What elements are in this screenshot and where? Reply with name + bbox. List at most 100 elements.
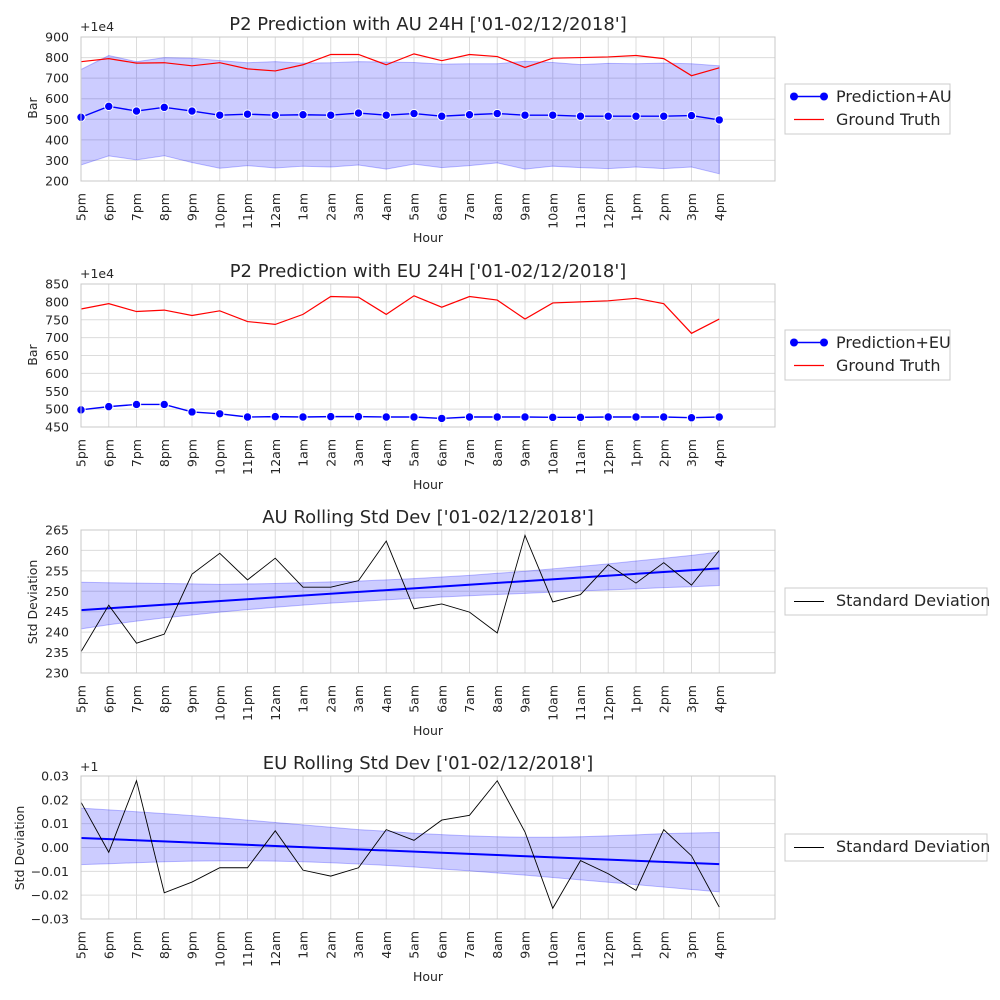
legend-label: Prediction+EU [836,333,951,352]
confidence-band [80,807,720,893]
series-line [80,295,720,335]
data-point [270,411,280,422]
legend-label: Ground Truth [836,110,941,129]
data-point [714,115,724,125]
x-tick-label: 11am [573,931,588,967]
x-tick-label: 10pm [212,931,227,967]
y-tick-label: 800 [45,50,69,65]
data-point [464,412,475,422]
data-point [520,412,530,422]
panel-eu-prediction: P2 Prediction with EU 24H ['01-02/12/201… [25,261,951,492]
x-tick-label: 4am [379,931,394,959]
data-point [603,111,613,121]
x-tick-label: 5pm [74,439,89,467]
legend-marker [790,338,798,347]
data-point [326,110,336,120]
x-tick-label: 7am [462,193,477,221]
x-axis-label: Hour [413,477,444,492]
x-tick-label: 3pm [684,439,699,467]
x-tick-label: 1pm [629,439,644,467]
panel-au-prediction: P2 Prediction with AU 24H ['01-02/12/201… [25,14,952,245]
plot-area-4: −0.03 −0.02 −0.01 0.00 0.01 0.02 0.03 5pm 6pm 7pm… [31,769,988,967]
x-tick-label: 12pm [601,685,616,721]
plot-background [81,530,775,673]
y-axis-label: Bar [25,343,40,365]
x-tick-label: 7pm [129,685,144,713]
x-tick-label: 11am [573,685,588,721]
x-tick-label: 6pm [101,439,116,467]
x-tick-label: 4pm [712,685,727,713]
y-tick-label: 0.00 [41,840,69,855]
data-point [631,111,641,121]
x-tick-label: 5am [407,193,422,221]
data-point [298,110,308,120]
x-tick-label: 3am [351,193,366,221]
y-tick-label: 0.01 [41,816,69,831]
x-tick-label: 7pm [129,439,144,467]
x-tick-label: 5pm [74,685,89,713]
y-tick-label: 260 [45,543,69,558]
data-point [104,401,114,412]
x-tick-label: 6pm [101,931,116,959]
data-point [242,412,253,422]
legend-marker [790,92,798,101]
x-tick-label: 4pm [712,931,727,959]
y-offset-label: +1e4 [80,19,114,34]
plot-area-1: 200 300 400 500 600 700 800 900 5pm 6pm 7pm 8pm 9pm 1… [45,30,951,229]
y-tick-label: 245 [45,604,69,619]
data-point [464,110,475,120]
x-tick-label: 8am [490,439,505,467]
trend-line [80,567,720,612]
x-tick-label: 8pm [157,685,172,713]
x-tick-label: 1am [296,931,311,959]
x-tick-label: 11pm [240,439,255,475]
x-tick-label: 11am [573,193,588,229]
data-point [686,110,697,121]
x-tick-label: 10am [545,193,560,229]
data-point [548,412,558,423]
x-tick-label: 12am [268,193,283,229]
x-tick-label: 7am [462,931,477,959]
y-tick-label: 700 [45,71,69,86]
y-tick-label: 235 [45,645,69,660]
chart-title: EU Rolling Std Dev ['01-02/12/2018'] [263,753,594,774]
x-tick-label: 6am [434,439,449,467]
data-point [575,111,586,121]
data-point [381,412,391,422]
legend-label: Standard Deviation [836,591,990,610]
x-tick-label: 9pm [185,685,200,713]
y-tick-label: 900 [45,30,69,45]
x-tick-label: 9pm [185,931,200,959]
x-tick-label: 11pm [240,685,255,721]
y-tick-label: 300 [45,153,69,168]
data-point [548,110,558,120]
x-tick-label: 12am [268,439,283,475]
x-axis-label: Hour [413,969,444,984]
x-tick-label: 1am [296,685,311,713]
x-tick-label: 12pm [601,439,616,475]
x-tick-label: 5am [407,931,422,959]
y-axis-label: Std Deviation [12,806,27,891]
legend-marker [820,338,828,347]
x-tick-label: 3am [351,439,366,467]
x-tick-label: 12am [268,931,283,967]
data-point [159,399,169,410]
y-axis-label: Bar [25,96,40,118]
x-tick-label: 2am [323,931,338,959]
x-tick-label: 4pm [712,193,727,221]
y-tick-label: −0.02 [31,888,69,903]
data-point [242,109,253,119]
data-point [298,412,308,422]
x-tick-label: 7pm [129,193,144,221]
data-point [659,111,669,121]
data-point [353,108,364,118]
x-tick-label: 7am [462,685,477,713]
chart-title: P2 Prediction with EU 24H ['01-02/12/201… [230,261,627,282]
x-tick-label: 2am [323,439,338,467]
y-tick-label: 800 [45,294,69,309]
x-tick-label: 2pm [656,685,671,713]
data-point [215,409,225,419]
legend-label: Standard Deviation [836,837,990,856]
x-tick-label: 12pm [601,931,616,967]
